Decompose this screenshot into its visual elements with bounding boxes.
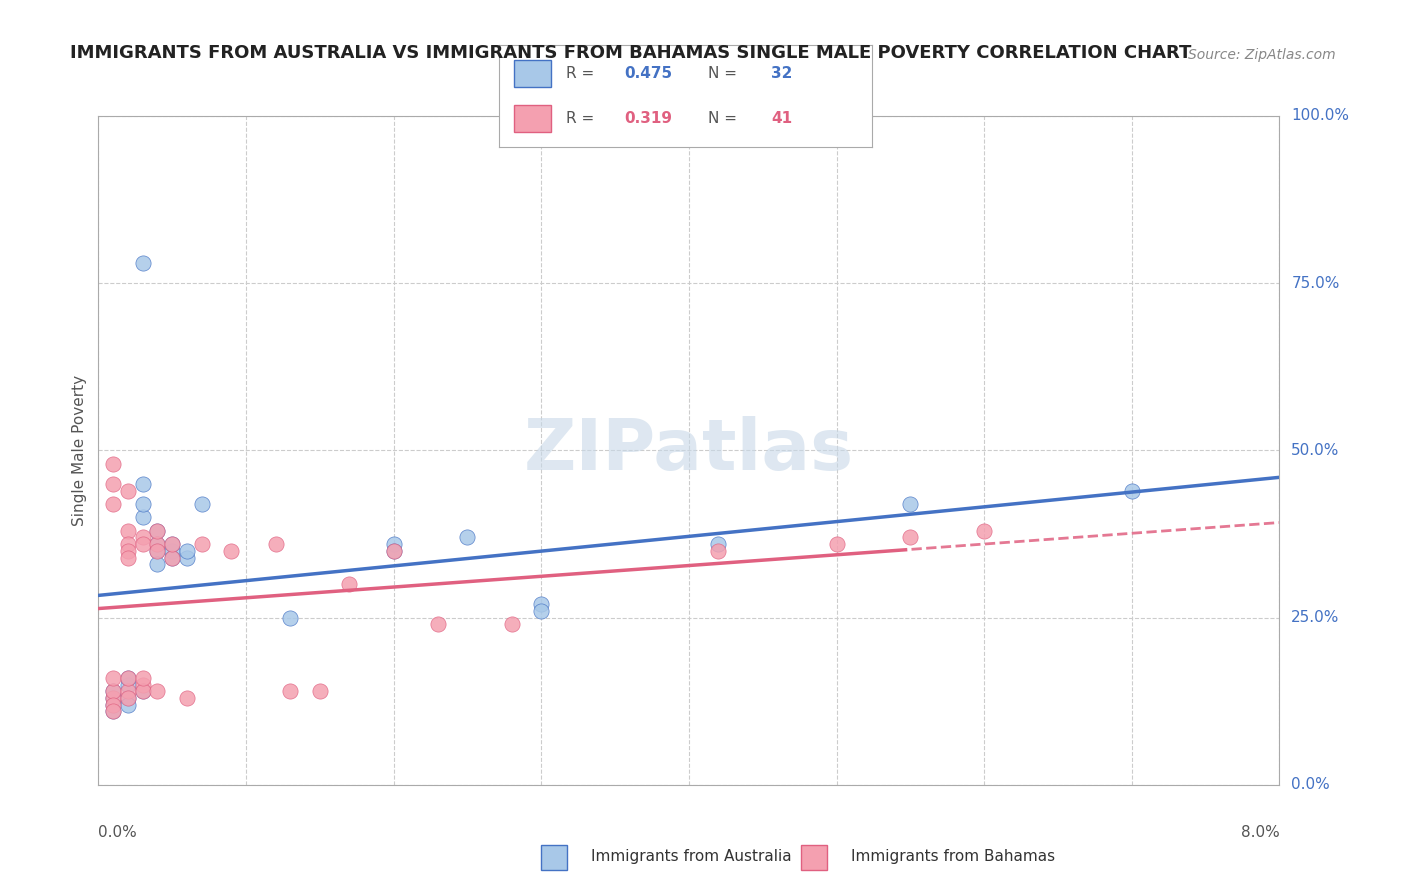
Text: Source: ZipAtlas.com: Source: ZipAtlas.com [1188, 48, 1336, 62]
Point [117, 698, 139, 712]
FancyBboxPatch shape [515, 60, 551, 87]
Point [162, 550, 183, 565]
Point [530, 604, 553, 618]
Point [103, 684, 124, 698]
Point [278, 684, 301, 698]
Point [162, 537, 183, 551]
Text: 50.0%: 50.0% [1291, 443, 1340, 458]
Text: R =: R = [567, 66, 599, 81]
Text: 25.0%: 25.0% [1291, 610, 1340, 625]
Point [898, 530, 921, 544]
Text: 0.0%: 0.0% [1291, 778, 1330, 792]
Text: N =: N = [707, 111, 741, 126]
Point [132, 476, 155, 491]
Point [219, 544, 242, 558]
Point [132, 684, 155, 698]
Point [117, 544, 139, 558]
Point [103, 690, 124, 705]
Point [103, 698, 124, 712]
Point [825, 537, 848, 551]
Point [1121, 483, 1143, 498]
Point [117, 550, 139, 565]
Point [426, 617, 449, 632]
Text: 100.0%: 100.0% [1291, 109, 1350, 123]
Point [973, 524, 995, 538]
Point [707, 544, 730, 558]
Point [176, 544, 198, 558]
Point [117, 537, 139, 551]
Point [132, 256, 155, 270]
Y-axis label: Single Male Poverty: Single Male Poverty [72, 375, 87, 526]
Point [103, 671, 124, 685]
Text: Immigrants from Bahamas: Immigrants from Bahamas [851, 849, 1054, 863]
Point [132, 678, 155, 692]
Point [278, 611, 301, 625]
Text: Immigrants from Australia: Immigrants from Australia [591, 849, 792, 863]
Text: R =: R = [567, 111, 599, 126]
Point [132, 537, 155, 551]
Text: 75.0%: 75.0% [1291, 276, 1340, 291]
Point [146, 537, 169, 551]
Point [103, 457, 124, 471]
Point [191, 537, 214, 551]
Point [103, 698, 124, 712]
Text: N =: N = [707, 66, 741, 81]
Point [132, 671, 155, 685]
Point [146, 544, 169, 558]
Point [146, 684, 169, 698]
Point [898, 497, 921, 511]
Point [117, 671, 139, 685]
Point [117, 684, 139, 698]
Point [337, 577, 360, 591]
Point [707, 537, 730, 551]
Point [146, 524, 169, 538]
Point [132, 684, 155, 698]
Point [162, 550, 183, 565]
Point [382, 544, 405, 558]
Point [146, 544, 169, 558]
Point [117, 483, 139, 498]
Point [501, 617, 523, 632]
Point [117, 690, 139, 705]
Point [146, 537, 169, 551]
Text: 0.319: 0.319 [624, 111, 672, 126]
Point [146, 524, 169, 538]
Point [456, 530, 478, 544]
Text: 0.475: 0.475 [624, 66, 672, 81]
Point [176, 690, 198, 705]
Point [162, 537, 183, 551]
Text: ZIPatlas: ZIPatlas [524, 416, 853, 485]
Point [117, 678, 139, 692]
Text: 0.0%: 0.0% [98, 825, 138, 840]
Point [103, 690, 124, 705]
Point [132, 530, 155, 544]
Text: 8.0%: 8.0% [1240, 825, 1279, 840]
Point [103, 476, 124, 491]
FancyBboxPatch shape [515, 105, 551, 132]
Text: IMMIGRANTS FROM AUSTRALIA VS IMMIGRANTS FROM BAHAMAS SINGLE MALE POVERTY CORRELA: IMMIGRANTS FROM AUSTRALIA VS IMMIGRANTS … [70, 45, 1192, 62]
Point [308, 684, 332, 698]
Point [103, 497, 124, 511]
Point [132, 510, 155, 524]
Text: 32: 32 [770, 66, 793, 81]
Point [103, 705, 124, 719]
Text: 41: 41 [770, 111, 792, 126]
Point [132, 497, 155, 511]
Point [530, 598, 553, 612]
Point [117, 671, 139, 685]
Point [264, 537, 287, 551]
Point [146, 557, 169, 572]
Point [382, 544, 405, 558]
Point [191, 497, 214, 511]
Point [382, 537, 405, 551]
Point [103, 684, 124, 698]
Point [176, 550, 198, 565]
Point [117, 690, 139, 705]
Point [162, 544, 183, 558]
Point [103, 705, 124, 719]
Point [117, 524, 139, 538]
